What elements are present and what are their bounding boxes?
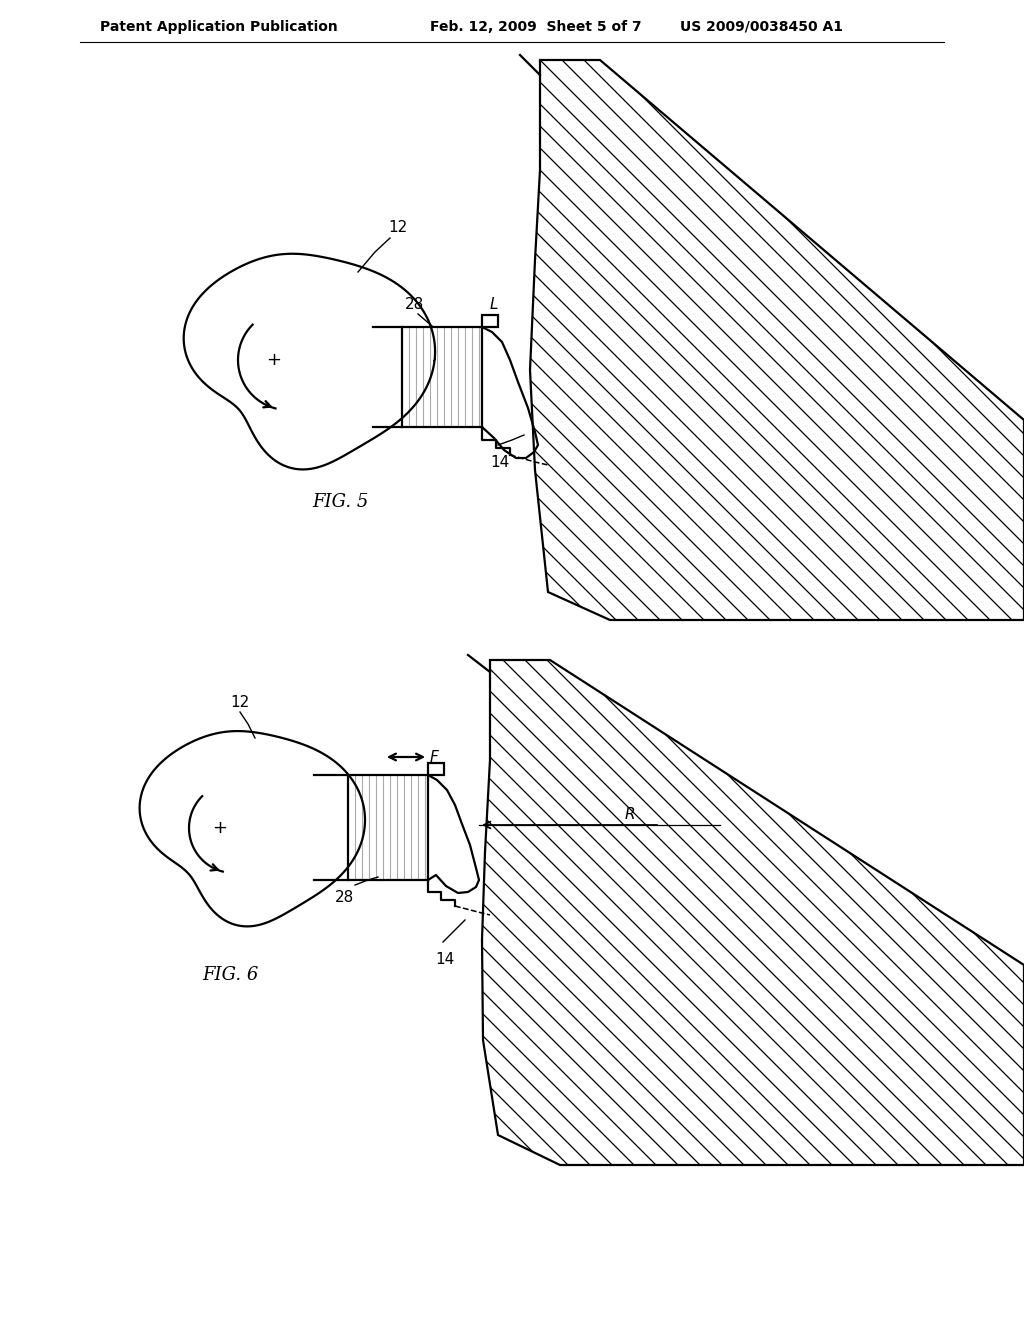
Text: Patent Application Publication: Patent Application Publication <box>100 20 338 34</box>
Text: US 2009/0038450 A1: US 2009/0038450 A1 <box>680 20 843 34</box>
Text: 12: 12 <box>230 696 249 710</box>
Text: +: + <box>213 818 227 837</box>
Text: FIG. 6: FIG. 6 <box>202 966 258 983</box>
Text: L: L <box>490 297 499 312</box>
Text: 14: 14 <box>490 455 509 470</box>
Text: R: R <box>625 807 636 822</box>
Text: 28: 28 <box>406 297 424 312</box>
Text: FIG. 5: FIG. 5 <box>312 492 369 511</box>
Text: Feb. 12, 2009  Sheet 5 of 7: Feb. 12, 2009 Sheet 5 of 7 <box>430 20 642 34</box>
Text: 28: 28 <box>335 890 354 906</box>
Polygon shape <box>530 59 1024 620</box>
Text: 12: 12 <box>388 220 408 235</box>
Text: 14: 14 <box>435 952 455 968</box>
Text: +: + <box>266 351 282 370</box>
Polygon shape <box>482 315 498 327</box>
Polygon shape <box>428 763 444 775</box>
Bar <box>348 775 428 880</box>
Text: F: F <box>430 750 438 764</box>
Bar <box>402 327 482 426</box>
Polygon shape <box>482 660 1024 1166</box>
